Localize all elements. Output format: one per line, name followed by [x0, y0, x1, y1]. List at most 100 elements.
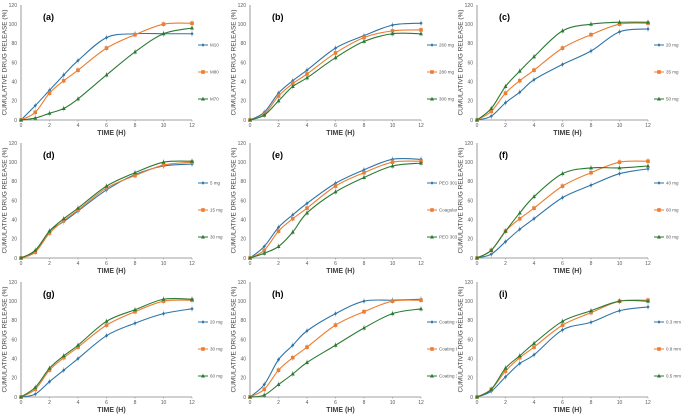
data-point: [276, 357, 281, 362]
data-point: [47, 366, 52, 370]
x-tick-label: 10: [390, 123, 396, 129]
data-point: [276, 244, 281, 248]
x-tick-label: 10: [161, 261, 167, 267]
data-point: [133, 32, 137, 37]
data-point: [248, 117, 252, 122]
data-point: [503, 375, 508, 379]
data-point: [291, 343, 295, 348]
legend-item: 20 mg: [654, 43, 679, 48]
data-point: [305, 68, 309, 72]
legend-item: 60 mg: [654, 208, 679, 213]
data-point: [390, 163, 395, 168]
panel-label: (i): [499, 289, 508, 299]
y-axis-label: CUMULATIVE DRUG RELEASE (%): [2, 286, 9, 392]
data-point: [646, 27, 650, 31]
y-tick-label: 120: [465, 3, 474, 9]
y-tick-label: 100: [465, 160, 474, 166]
series-line: [20, 161, 193, 259]
y-tick-label: 0: [14, 118, 17, 124]
data-point: [33, 110, 38, 115]
data-point: [76, 343, 80, 347]
y-tick-label: 80: [240, 318, 246, 324]
data-point: [518, 90, 522, 95]
series-0: [248, 156, 423, 260]
legend-marker: [657, 373, 661, 378]
legend-item: Coating 8%: [427, 347, 457, 352]
data-point: [489, 252, 493, 256]
y-tick-label: 40: [467, 356, 473, 362]
data-point: [419, 31, 423, 36]
data-point: [560, 62, 565, 67]
x-axis-label: TIME (H): [553, 407, 581, 414]
legend-label: 30 mg: [210, 347, 223, 352]
panel-label: (c): [499, 12, 510, 22]
y-axis-label: CUMULATIVE DRUG RELEASE (%): [2, 9, 9, 115]
x-tick-label: 12: [418, 261, 424, 267]
legend-label: 40 mg: [666, 181, 679, 186]
legend-item: M80: [198, 70, 219, 75]
data-point: [503, 366, 508, 370]
data-point: [161, 311, 166, 316]
data-point: [503, 84, 508, 88]
data-point: [190, 21, 194, 26]
legend-item: 300 mg: [427, 97, 455, 102]
y-tick-label: 80: [11, 41, 17, 47]
series-2: [475, 163, 650, 260]
series-1: [19, 20, 194, 122]
legend-item: Coating 4%: [427, 320, 457, 325]
legend-label: 260 mg: [439, 43, 455, 48]
data-point: [104, 35, 109, 40]
chart-panel-i: 0 20 40 60 80 100 120 0 2 4 6 8 10 12 TIME (H) CUMULATI…: [458, 280, 682, 414]
legend-label: 60 mg: [210, 374, 223, 379]
y-tick-label: 20: [467, 376, 473, 382]
data-point: [47, 228, 52, 233]
y-axis-label: CUMULATIVE DRUG RELEASE (%): [231, 9, 238, 115]
legend-marker: [201, 70, 205, 74]
legend-marker: [430, 320, 434, 324]
series-0: [475, 303, 650, 399]
data-point: [133, 170, 137, 175]
x-tick-label: 12: [189, 123, 195, 129]
data-point: [517, 353, 522, 358]
x-tick-label: 8: [363, 123, 366, 129]
data-point: [390, 299, 395, 303]
x-tick-label: 0: [476, 261, 479, 267]
legend-marker: [657, 96, 661, 101]
legend-label: Coating 12%: [439, 374, 457, 379]
data-point: [305, 345, 309, 349]
y-tick-label: 100: [238, 22, 247, 28]
legend-marker: [430, 373, 434, 378]
data-point: [19, 255, 23, 260]
data-point: [161, 297, 166, 301]
legend-label: 300 mg: [439, 97, 455, 102]
data-point: [532, 54, 536, 59]
data-point: [161, 159, 166, 164]
data-point: [589, 183, 593, 187]
x-tick-label: 2: [504, 400, 507, 406]
data-point: [104, 72, 109, 77]
data-point: [419, 21, 423, 26]
legend-label: 50 mg: [666, 97, 679, 102]
legend-marker: [657, 320, 661, 324]
legend-marker: [657, 43, 661, 47]
data-point: [76, 356, 80, 361]
legend-marker: [657, 208, 661, 212]
x-tick-label: 12: [189, 261, 195, 267]
data-point: [305, 206, 309, 210]
legend-item: PEO 303: [427, 235, 457, 240]
y-tick-label: 120: [465, 141, 474, 147]
x-tick-label: 10: [390, 400, 396, 406]
data-point: [333, 323, 338, 327]
legend-item: 0.8 mm: [654, 347, 681, 352]
y-tick-label: 100: [9, 22, 18, 28]
y-axis-label: CUMULATIVE DRUG RELEASE (%): [231, 147, 238, 253]
legend-label: Coating 4%: [439, 320, 457, 325]
legend-marker: [201, 373, 205, 378]
data-point: [262, 113, 267, 117]
y-tick-label: 80: [467, 318, 473, 324]
x-tick-label: 0: [20, 261, 23, 267]
data-point: [305, 201, 309, 206]
data-point: [503, 91, 508, 95]
series-line: [249, 22, 422, 121]
x-tick-label: 12: [418, 123, 424, 129]
